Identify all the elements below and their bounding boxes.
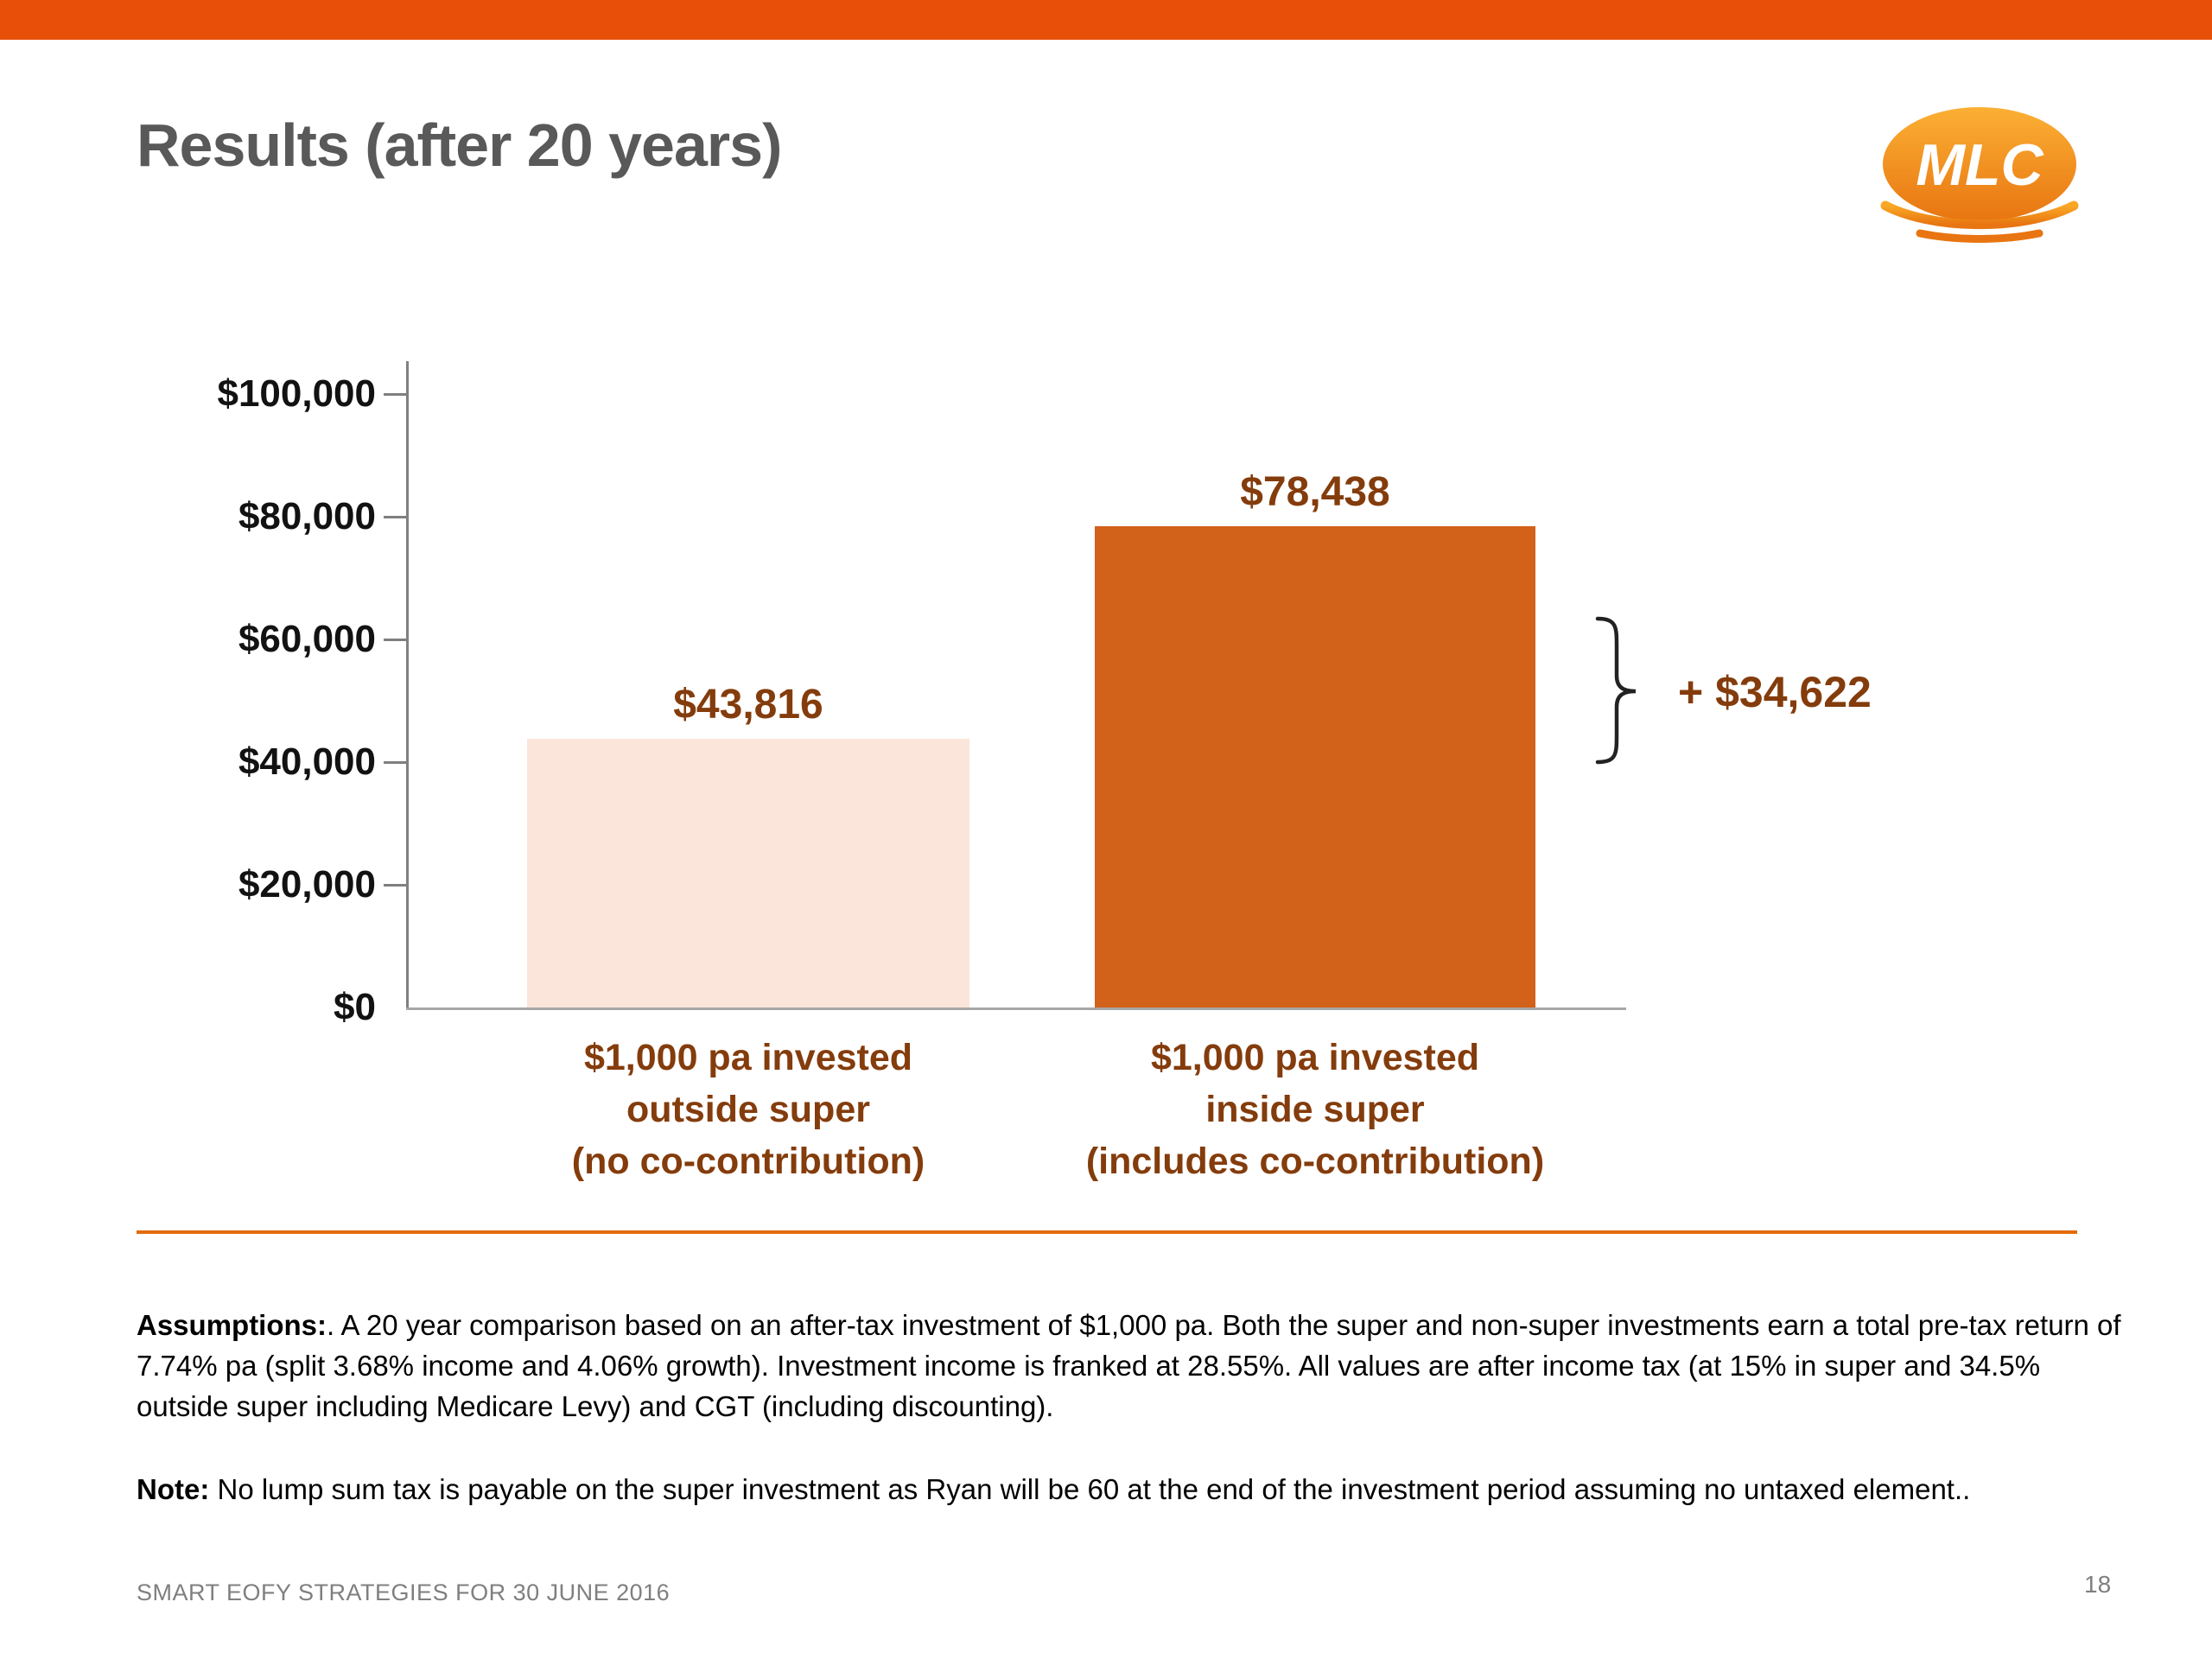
x-axis-line <box>406 1007 1626 1010</box>
page-number: 18 <box>2084 1571 2112 1598</box>
assumptions-body: . A 20 year comparison based on an after… <box>137 1309 2121 1422</box>
difference-brace <box>1592 613 1644 772</box>
bar-value-label-outside: $43,816 <box>673 682 823 728</box>
note-body: No lump sum tax is payable on the super … <box>209 1473 1971 1505</box>
bar-inside-super <box>1095 526 1535 1007</box>
divider <box>137 1230 2077 1234</box>
mlc-logo-text: MLC <box>1916 132 2044 198</box>
y-tick-label: $80,000 <box>238 495 376 537</box>
category-line: $1,000 pa invested <box>1150 1037 1480 1078</box>
y-tick-mark <box>384 884 406 887</box>
page-title: Results (after 20 years) <box>137 111 782 179</box>
category-label-outside-super: $1,000 pa invested outside super (no co-… <box>446 1032 1051 1187</box>
y-tick-label: $0 <box>334 986 376 1028</box>
category-line: inside super <box>1205 1089 1425 1130</box>
difference-annotation: + $34,622 <box>1678 668 1872 716</box>
y-tick-label: $40,000 <box>238 741 376 783</box>
category-line: outside super <box>626 1089 870 1130</box>
logo-swoosh-1 <box>1880 200 2079 230</box>
assumptions-label: Assumptions: <box>137 1309 327 1341</box>
category-line: (no co-contribution) <box>571 1141 925 1182</box>
top-bar <box>0 0 2212 40</box>
y-tick-mark <box>384 516 406 518</box>
y-axis-line <box>406 361 409 1010</box>
assumptions-text: Assumptions:. A 20 year comparison based… <box>137 1306 2124 1427</box>
category-label-inside-super: $1,000 pa invested inside super (include… <box>1013 1032 1618 1187</box>
category-line: (includes co-contribution) <box>1085 1141 1545 1182</box>
y-tick-label: $60,000 <box>238 618 376 660</box>
y-tick-mark <box>384 393 406 396</box>
footer-title: SMART EOFY STRATEGIES FOR 30 JUNE 2016 <box>137 1580 671 1605</box>
category-line: $1,000 pa invested <box>583 1037 913 1078</box>
bar-value-label-inside: $78,438 <box>1240 469 1390 515</box>
note-text: Note: No lump sum tax is payable on the … <box>137 1470 2124 1510</box>
mlc-logo-graphic: MLC <box>1880 107 2079 243</box>
logo-globe <box>1883 107 2076 221</box>
y-tick-label: $20,000 <box>238 863 376 906</box>
y-tick-label: $100,000 <box>217 372 376 415</box>
y-tick-mark <box>384 761 406 764</box>
bar-outside-super <box>527 739 969 1007</box>
mlc-logo: MLC <box>1866 97 2093 261</box>
logo-swoosh-2 <box>1916 229 2044 243</box>
note-label: Note: <box>137 1473 210 1505</box>
y-tick-mark <box>384 639 406 641</box>
